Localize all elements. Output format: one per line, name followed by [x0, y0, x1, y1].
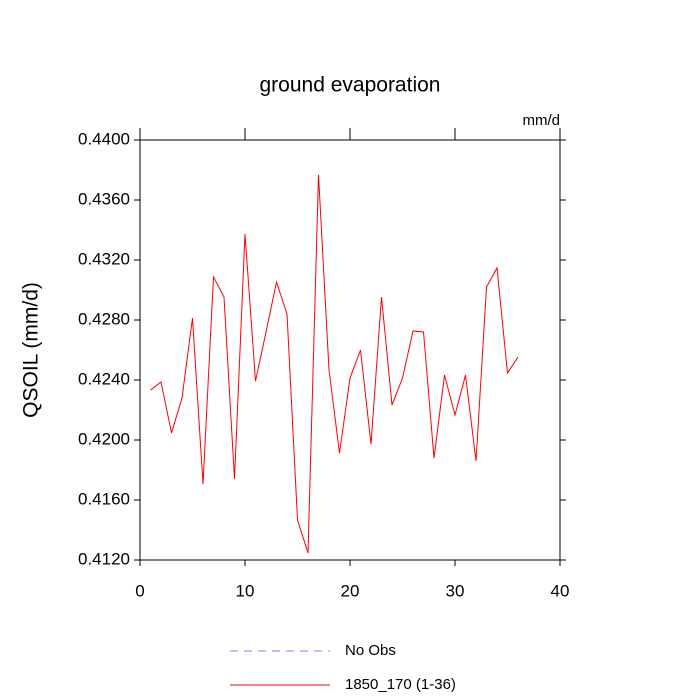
legend-label: 1850_170 (1-36): [345, 676, 456, 693]
y-tick-label: 0.4160: [78, 489, 130, 508]
y-tick-label: 0.4320: [78, 249, 130, 268]
y-tick-label: 0.4360: [78, 189, 130, 208]
data-line: [150, 174, 519, 554]
x-tick-label: 20: [341, 581, 360, 600]
x-tick-label: 0: [135, 581, 144, 600]
chart-subtitle: mm/d: [523, 112, 561, 129]
y-tick-label: 0.4400: [78, 129, 130, 148]
legend-label: No Obs: [345, 642, 396, 659]
y-axis-label: QSOIL (mm/d): [20, 282, 43, 418]
x-tick-label: 40: [551, 581, 570, 600]
y-tick-label: 0.4240: [78, 369, 130, 388]
plot-frame: [139, 139, 561, 561]
y-tick-label: 0.4280: [78, 309, 130, 328]
chart-title: ground evaporation: [260, 74, 441, 97]
y-tick-label: 0.4120: [78, 549, 130, 568]
x-tick-label: 30: [446, 581, 465, 600]
x-tick-label: 10: [236, 581, 255, 600]
y-tick-label: 0.4200: [78, 429, 130, 448]
